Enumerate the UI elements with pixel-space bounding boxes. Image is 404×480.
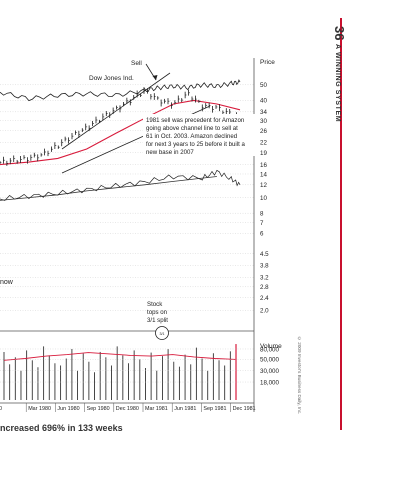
x-tick-label: Sep 1981: [203, 406, 226, 412]
x-tick-label: Sep 1980: [87, 406, 110, 412]
price-tick-label: 50: [260, 82, 267, 89]
volume-bars: [3, 344, 237, 400]
price-tick-label: 14: [260, 171, 267, 178]
price-tick-label: 26: [260, 128, 267, 135]
x-tick-label: Mar 1980: [28, 406, 51, 412]
price-tick-label: 2.0: [260, 308, 269, 315]
amazon-note: 1981 sell was precedent for Amazon going…: [146, 117, 247, 156]
x-tick-label: Jun 1981: [174, 406, 196, 412]
volume-axis-title: Volume: [260, 343, 282, 350]
copyright-notice: © 2009 Investor's Business Daily, Inc.: [297, 336, 302, 415]
price-tick-label: 7: [260, 220, 264, 227]
x-tick-label: Jun 1980: [57, 406, 79, 412]
amazon-note-line: new base in 2007: [146, 149, 194, 156]
price-tick-label: 2.4: [260, 295, 269, 302]
price-tick-label: 3.2: [260, 275, 269, 282]
volume-tick-label: 18,000: [260, 379, 279, 386]
sell-arrowhead: [152, 75, 158, 80]
x-tick-label: 0: [0, 406, 2, 412]
volume-moving-average-line: [3, 352, 237, 361]
price-moving-average-line: [0, 99, 241, 166]
volume-tick-label: 50,000: [260, 357, 279, 364]
price-bars: [0, 87, 242, 166]
price-axis: 50 40 34 30 26 22 19 16 14 12 10 8 7 6 4.5 3.8 3.2 2.8 2.4…: [260, 82, 269, 315]
dow-jones-line: [0, 79, 241, 102]
relative-strength-trend-line: [0, 176, 217, 201]
price-tick-label: 4.5: [260, 251, 269, 258]
price-tick-label: 30: [260, 118, 267, 125]
amazon-note-background: [143, 114, 255, 156]
price-tick-label: 16: [260, 162, 267, 169]
volume-tick-label: 80,000: [260, 346, 279, 353]
upper-channel-line: [61, 72, 171, 150]
split-note-line: Stock: [147, 301, 163, 308]
price-tick-label: 19: [260, 150, 267, 157]
x-tick-label: Dec 1980: [116, 406, 139, 412]
price-tick-label: 6: [260, 231, 264, 238]
x-tick-label: Dec 1981: [233, 406, 256, 412]
figure-caption: ncreased 696% in 133 weeks: [0, 423, 123, 433]
price-tick-label: 10: [260, 195, 267, 202]
split-note-line: 3/1 split: [147, 317, 168, 324]
price-tick-label: 12: [260, 182, 267, 189]
truncated-left-text: now: [0, 279, 14, 286]
sidebar-accent-rule: [340, 18, 342, 430]
x-axis: 0 Mar 1980 Jun 1980 Sep 1980 Dec 1980 Mar 198…: [0, 403, 256, 412]
price-tick-label: 40: [260, 98, 267, 105]
split-note: Stock tops on 3/1 split: [147, 301, 169, 324]
price-tick-label: 3.8: [260, 263, 269, 270]
price-axis-title: Price: [260, 59, 275, 66]
volume-tick-label: 30,000: [260, 368, 279, 375]
dow-jones-label: Dow Jones Ind.: [89, 75, 134, 82]
price-tick-label: 8: [260, 211, 264, 218]
sell-label: Sell: [131, 60, 142, 67]
split-note-line: tops on: [147, 309, 167, 316]
price-tick-label: 2.8: [260, 284, 269, 291]
volume-axis: 80,000 50,000 30,000 18,000: [0, 346, 279, 386]
split-marker-label: 3/1: [160, 332, 165, 336]
x-tick-label: Mar 1981: [145, 406, 168, 412]
relative-strength-line: [0, 169, 241, 201]
page-number: 36: [332, 26, 347, 41]
amazon-note-line: 61 in Oct. 2003. Amazon declined: [146, 133, 237, 140]
amazon-note-line: going above channel line to sell at: [146, 125, 238, 132]
chapter-title: A WINNING SYSTEM: [334, 44, 341, 123]
split-marker-circle: [155, 326, 169, 340]
amazon-note-line: for next 3 years to 25 before it built a: [146, 141, 246, 148]
amazon-note-line: 1981 sell was precedent for Amazon: [146, 117, 244, 124]
price-tick-label: 34: [260, 109, 267, 116]
price-tick-label: 22: [260, 140, 267, 147]
